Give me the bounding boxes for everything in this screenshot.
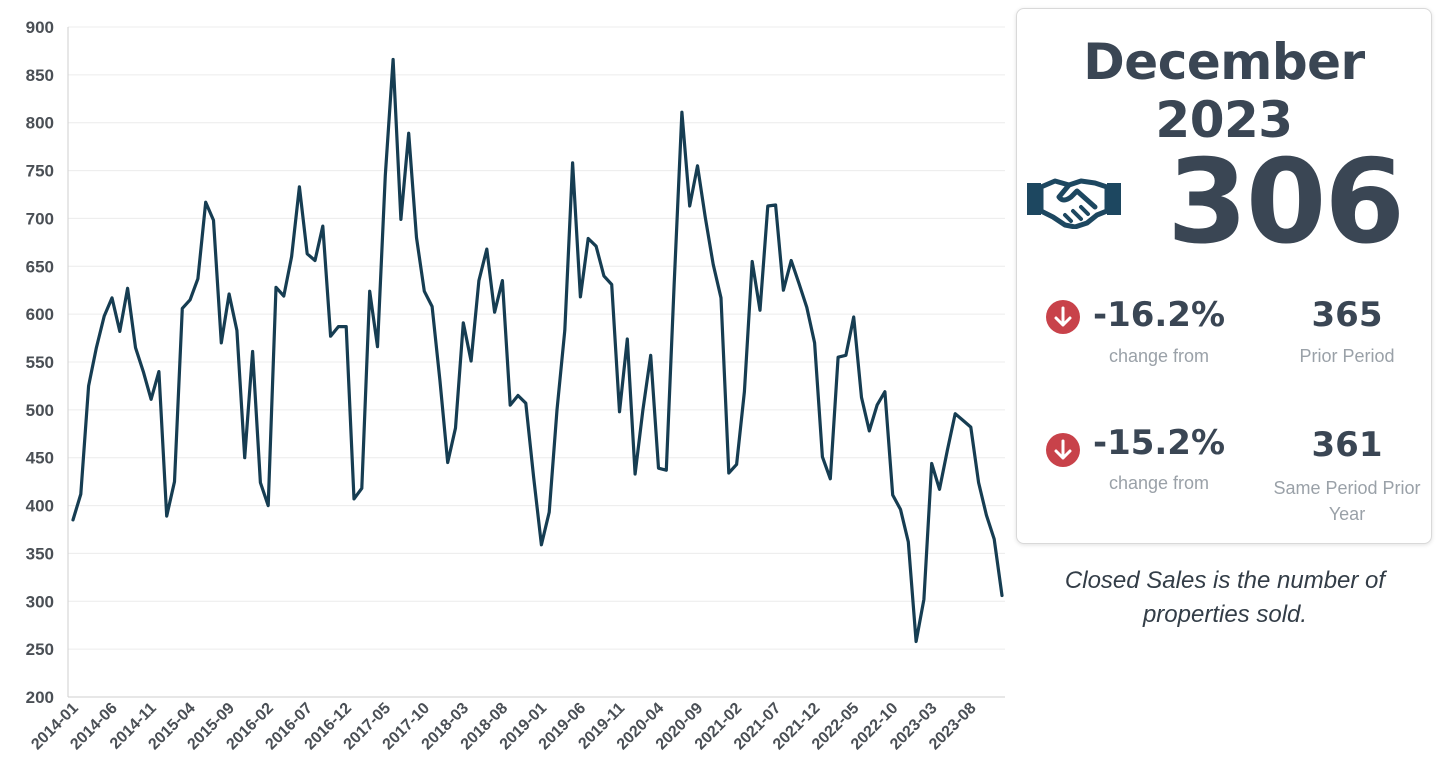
y-tick-label: 550 xyxy=(26,353,54,372)
prior-period-change: -16.2% xyxy=(1092,295,1226,335)
y-tick-label: 350 xyxy=(26,544,54,563)
chart-caption: Closed Sales is the number of properties… xyxy=(1030,564,1420,632)
y-tick-label: 450 xyxy=(26,449,54,468)
y-tick-label: 750 xyxy=(26,162,54,181)
caption-line2: properties sold. xyxy=(1142,601,1308,628)
yoy-change: -15.2% xyxy=(1092,423,1226,463)
down-arrow-icon xyxy=(1046,433,1080,467)
y-axis-ticks: 200 250 300 350 400 450 500 550 600 650 700 750 800 8… xyxy=(26,18,54,707)
yoy-change-label: change from xyxy=(1108,473,1210,493)
summary-card: December 2023 306 -16.2% change from 365… xyxy=(1016,8,1432,544)
closed-sales-line-chart: 200 250 300 350 400 450 500 550 600 650 700 750 800 8… xyxy=(26,18,1005,754)
down-arrow-icon xyxy=(1046,300,1080,334)
y-tick-label: 700 xyxy=(26,209,54,228)
gridlines xyxy=(68,26,1005,650)
same-period-prior-year-label: Same Period Prior Year xyxy=(1257,475,1437,527)
y-tick-label: 800 xyxy=(26,114,54,133)
same-period-prior-year-value: 361 xyxy=(1311,425,1383,465)
series-line-closed-sales xyxy=(71,57,1004,644)
prior-change-label: change from xyxy=(1108,346,1210,366)
caption-line1: Closed Sales is the number of xyxy=(1064,567,1386,594)
y-tick-label: 850 xyxy=(26,66,54,85)
y-tick-label: 250 xyxy=(26,640,54,659)
prior-period-value: 365 xyxy=(1311,295,1383,335)
same-period-label-line1: Same Period Prior xyxy=(1273,478,1421,498)
y-tick-label: 200 xyxy=(26,688,54,707)
y-tick-label: 300 xyxy=(26,592,54,611)
x-axis-ticks: 2014-012014-062014-112015-042015-092016-… xyxy=(28,700,979,754)
period-title: December 2023 xyxy=(1083,33,1365,149)
closed-sales-value: 306 xyxy=(1167,135,1405,270)
y-tick-label: 900 xyxy=(26,18,54,37)
handshake-icon xyxy=(1027,178,1121,229)
y-tick-label: 500 xyxy=(26,401,54,420)
y-tick-label: 650 xyxy=(26,257,54,276)
y-tick-label: 400 xyxy=(26,497,54,516)
y-tick-label: 600 xyxy=(26,305,54,324)
prior-period-label: Prior Period xyxy=(1299,346,1395,366)
same-period-label-line2: Year xyxy=(1328,504,1366,524)
